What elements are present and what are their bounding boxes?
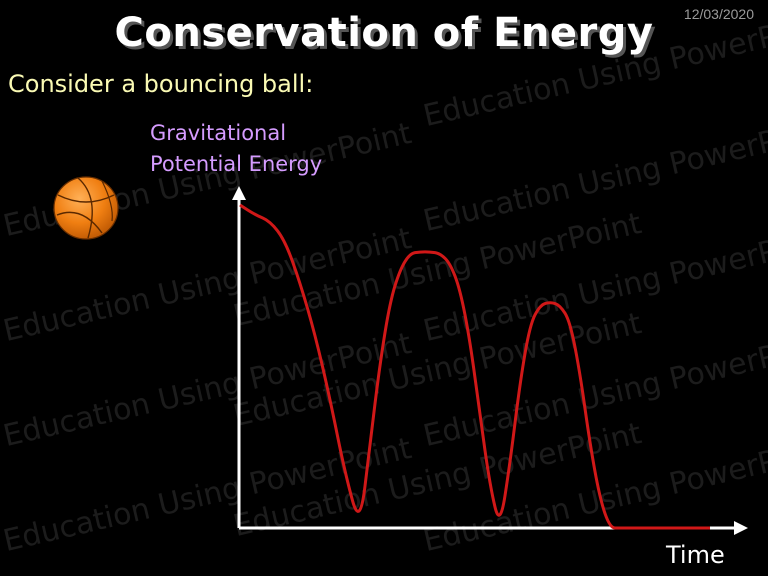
x-axis-label: Time xyxy=(666,541,725,569)
slide-title: Conservation of Energy xyxy=(114,10,654,56)
y-axis-label-line-2: Potential Energy xyxy=(150,152,323,176)
basketball-icon xyxy=(53,176,119,240)
y-axis-label-line-1: Gravitational xyxy=(150,121,287,145)
y-axis-label: Gravitational Potential Energy xyxy=(150,118,322,180)
chart-series xyxy=(239,203,710,530)
x-axis-arrowhead xyxy=(734,521,748,535)
slide-subtitle: Consider a bouncing ball: xyxy=(8,70,314,98)
series-line-0 xyxy=(239,203,710,530)
slide-date: 12/03/2020 xyxy=(683,6,754,22)
y-axis-arrowhead xyxy=(232,186,246,200)
